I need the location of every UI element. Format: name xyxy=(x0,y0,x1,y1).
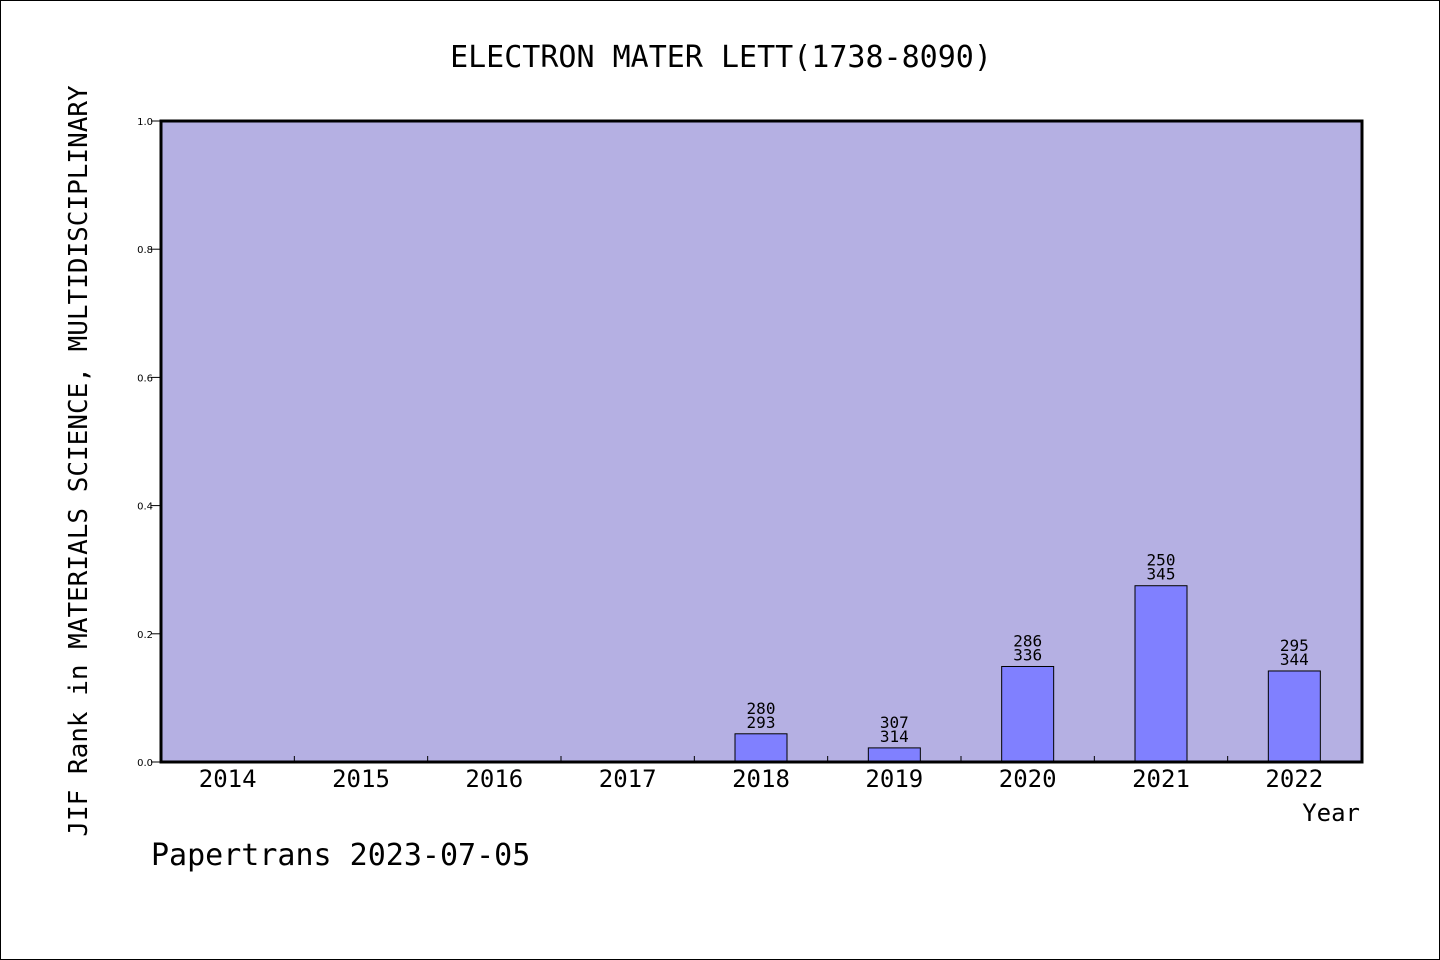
bar-2020 xyxy=(1001,665,1055,763)
y-tick-label: 0.0 xyxy=(137,758,153,769)
bar-total-label: 344 xyxy=(1280,650,1309,669)
bar-2019 xyxy=(867,747,921,763)
x-axis-ticks: 2014 2015 2016 2017 2018 2019 2020 2021 2022 xyxy=(199,756,1323,793)
x-tick-label: 2017 xyxy=(599,765,657,793)
bar-rank-label: 286 xyxy=(1013,631,1042,650)
y-tick-label: 1.0 xyxy=(137,117,153,128)
bar-total-label: 336 xyxy=(1013,645,1042,664)
bar-total-label: 293 xyxy=(747,713,776,732)
y-tick-label: 0.4 xyxy=(137,502,153,513)
plot-frame xyxy=(159,119,1364,764)
bar-2018 xyxy=(734,733,788,763)
x-tick-label: 2014 xyxy=(199,765,257,793)
bar-rank-label: 295 xyxy=(1280,636,1309,655)
x-tick-label: 2021 xyxy=(1132,765,1190,793)
bar-rank-label: 280 xyxy=(747,699,776,718)
x-axis-label: Year xyxy=(1302,799,1360,827)
y-axis-ticks: 0.0 0.2 0.4 0.6 0.8 1.0 xyxy=(137,117,161,769)
y-tick-label: 0.2 xyxy=(137,630,153,641)
x-tick-label: 2016 xyxy=(465,765,523,793)
bar-2021 xyxy=(1134,585,1188,763)
bar-series xyxy=(734,585,1321,763)
bar-total-label: 314 xyxy=(880,727,909,746)
x-tick-label: 2022 xyxy=(1265,765,1323,793)
bar-rank-label: 250 xyxy=(1147,551,1176,570)
y-axis-label: JIF Rank in MATERIALS SCIENCE, MULTIDISC… xyxy=(64,85,94,837)
y-tick-label: 0.8 xyxy=(137,245,153,256)
y-tick-label: 0.6 xyxy=(137,373,153,384)
chart-title: ELECTRON MATER LETT(1738-8090) xyxy=(450,40,992,75)
x-tick-label: 2019 xyxy=(865,765,923,793)
x-tick-label: 2018 xyxy=(732,765,790,793)
x-tick-label: 2020 xyxy=(999,765,1057,793)
x-tick-label: 2015 xyxy=(332,765,390,793)
credit-text: Papertrans 2023-07-05 xyxy=(151,838,530,873)
bar-rank-label: 307 xyxy=(880,713,909,732)
bar-2022 xyxy=(1267,670,1321,763)
bar-total-label: 345 xyxy=(1147,565,1176,584)
